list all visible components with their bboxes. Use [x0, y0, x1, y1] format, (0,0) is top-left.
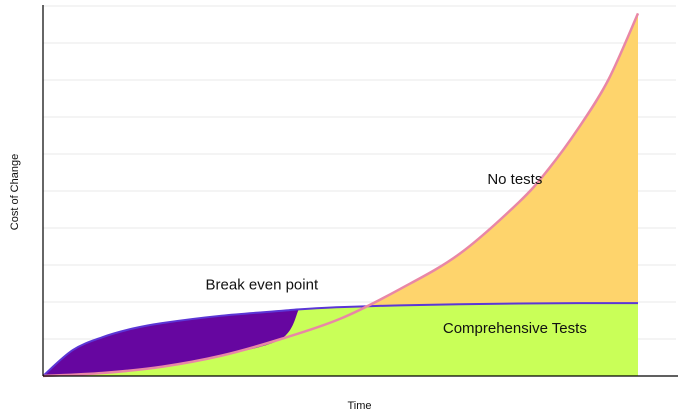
annotation-comprehensive-tests: Comprehensive Tests: [443, 320, 587, 337]
y-axis-label: Cost of Change: [9, 154, 21, 230]
no-tests-area: [43, 13, 638, 377]
gridlines: [43, 5, 676, 340]
annotation-no-tests: No tests: [487, 171, 542, 188]
no-tests-line: [42, 12, 640, 378]
annotation-break-even-point: Break even point: [206, 276, 319, 293]
break-even-gap-area: [43, 309, 299, 376]
x-axis-label: Time: [347, 400, 371, 412]
comprehensive-tests-line: [42, 302, 639, 377]
